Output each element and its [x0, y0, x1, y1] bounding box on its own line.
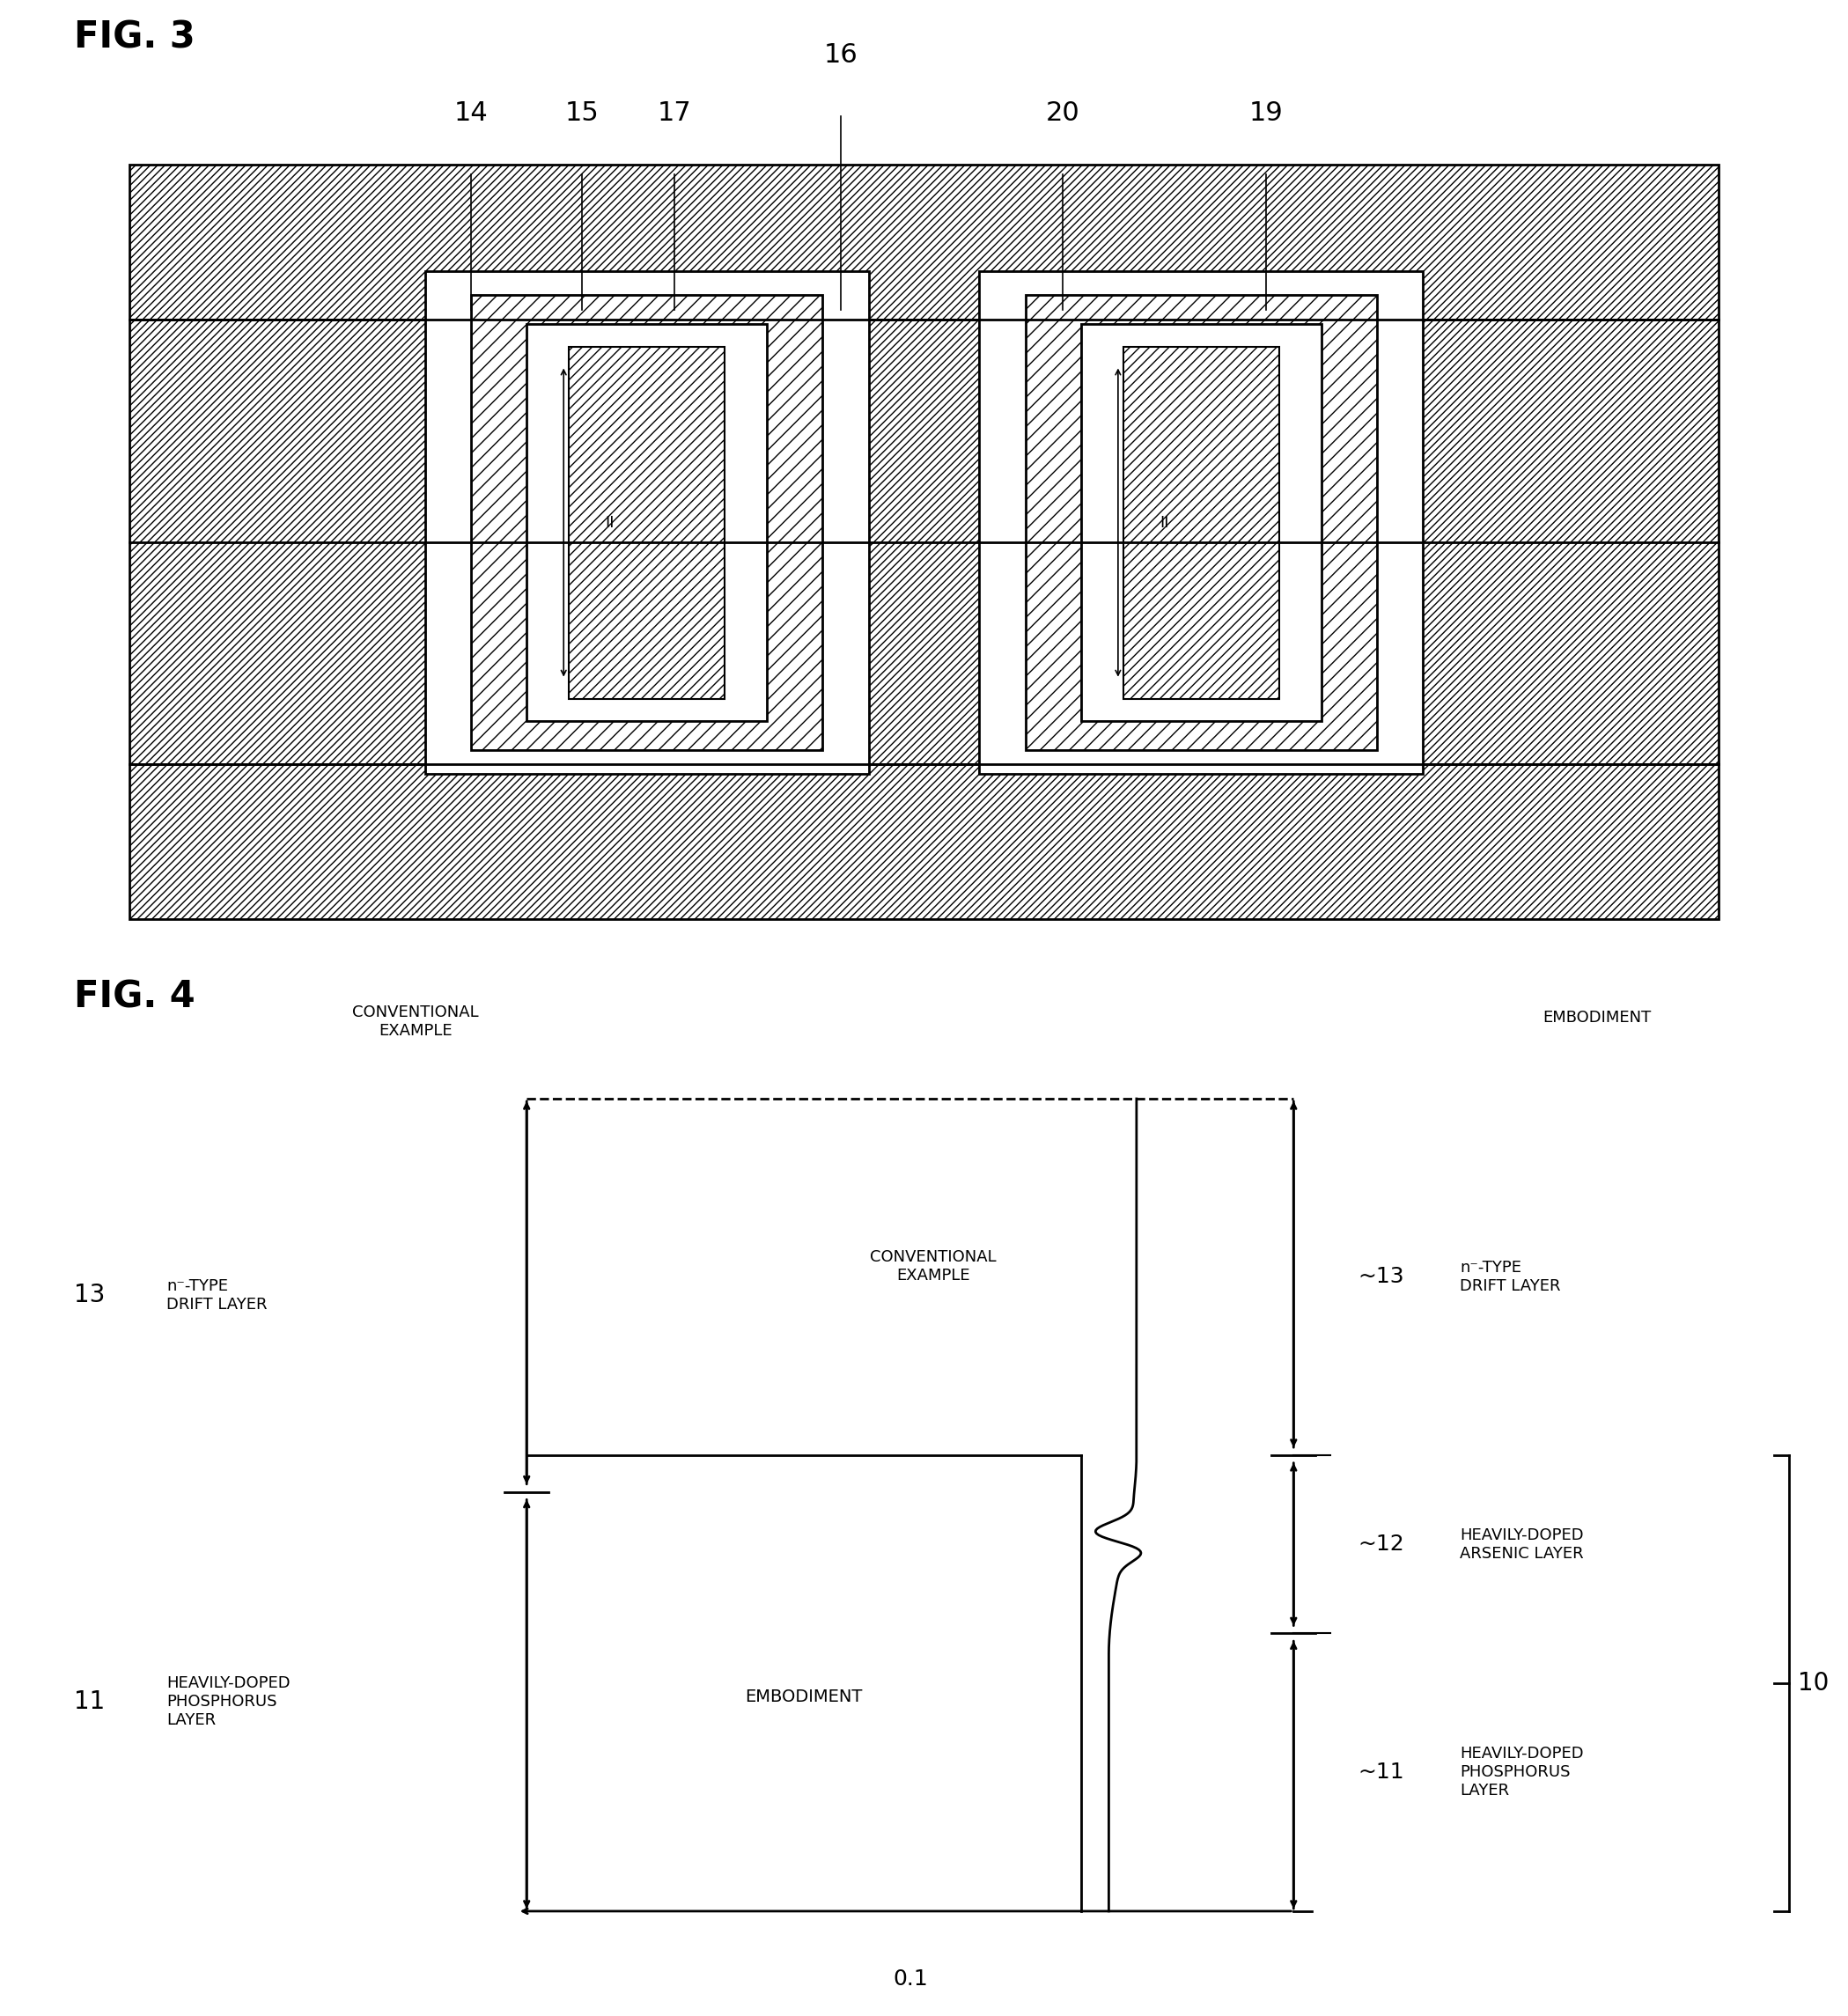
- Bar: [1081, 325, 1321, 722]
- Text: 17: 17: [658, 101, 691, 125]
- Text: II: II: [604, 514, 615, 530]
- Bar: [129, 319, 1719, 764]
- Text: 15: 15: [565, 101, 599, 125]
- Bar: [1124, 347, 1279, 700]
- Bar: [1026, 294, 1377, 750]
- Text: FIG. 3: FIG. 3: [74, 20, 196, 56]
- Bar: [471, 294, 822, 750]
- Text: EMBODIMENT: EMBODIMENT: [1543, 1010, 1652, 1026]
- Text: CONVENTIONAL
EXAMPLE: CONVENTIONAL EXAMPLE: [353, 1004, 479, 1038]
- Text: HEAVILY-DOPED
ARSENIC LAYER: HEAVILY-DOPED ARSENIC LAYER: [1460, 1528, 1584, 1560]
- Text: FIG. 4: FIG. 4: [74, 978, 196, 1016]
- Bar: [425, 270, 869, 774]
- Text: 14: 14: [455, 101, 488, 125]
- Bar: [979, 270, 1423, 774]
- Bar: [129, 764, 1719, 919]
- Text: 10: 10: [1798, 1671, 1830, 1695]
- Text: 19: 19: [1249, 101, 1283, 125]
- Text: n⁻-TYPE
DRIFT LAYER: n⁻-TYPE DRIFT LAYER: [166, 1278, 268, 1312]
- Text: ~12: ~12: [1358, 1534, 1404, 1554]
- Bar: [527, 325, 767, 722]
- Text: 13: 13: [74, 1282, 105, 1308]
- Text: n⁻-TYPE
DRIFT LAYER: n⁻-TYPE DRIFT LAYER: [1460, 1260, 1562, 1294]
- Text: ~11: ~11: [1358, 1762, 1404, 1782]
- Text: EMBODIMENT: EMBODIMENT: [745, 1687, 863, 1706]
- Text: 11: 11: [74, 1689, 105, 1714]
- Text: HEAVILY-DOPED
PHOSPHORUS
LAYER: HEAVILY-DOPED PHOSPHORUS LAYER: [1460, 1746, 1584, 1798]
- Bar: [569, 347, 724, 700]
- Text: 20: 20: [1046, 101, 1079, 125]
- Text: ~13: ~13: [1358, 1266, 1404, 1288]
- Text: II: II: [1159, 514, 1170, 530]
- Text: 0.1: 0.1: [893, 1970, 928, 1990]
- Text: 16: 16: [824, 42, 857, 69]
- Bar: [129, 165, 1719, 319]
- Text: HEAVILY-DOPED
PHOSPHORUS
LAYER: HEAVILY-DOPED PHOSPHORUS LAYER: [166, 1675, 290, 1728]
- Text: CONVENTIONAL
EXAMPLE: CONVENTIONAL EXAMPLE: [870, 1250, 996, 1284]
